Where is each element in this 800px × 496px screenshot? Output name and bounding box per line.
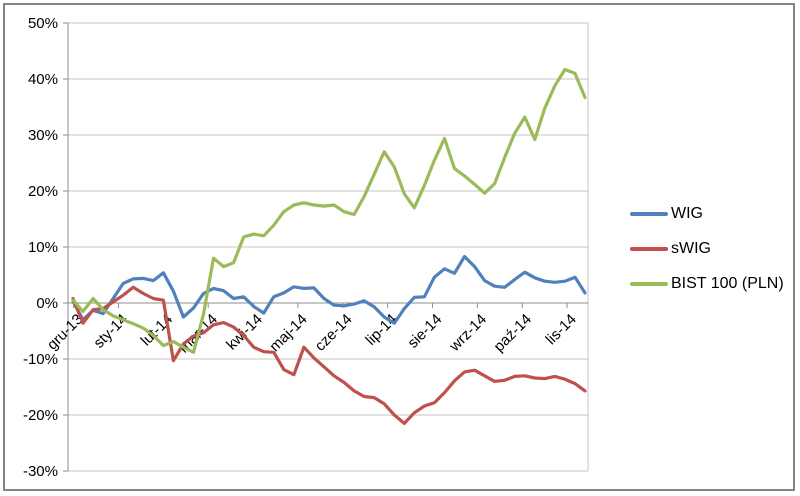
y-axis-label: 20% bbox=[28, 183, 58, 200]
x-axis-label: cze-14 bbox=[312, 311, 356, 355]
x-axis-label: sty-14 bbox=[90, 311, 131, 352]
legend-item-wig: WIG bbox=[630, 206, 703, 222]
x-axis-label: wrz-14 bbox=[446, 311, 491, 356]
x-axis-label: sie-14 bbox=[404, 311, 445, 352]
series-line-wig bbox=[71, 254, 587, 325]
legend-item-swig: sWIG bbox=[630, 241, 711, 257]
series-line-swig bbox=[71, 285, 587, 425]
y-axis-label: -20% bbox=[23, 407, 58, 424]
y-axis-label: 30% bbox=[28, 127, 58, 144]
legend-label-bist: BIST 100 (PLN) bbox=[671, 275, 784, 292]
x-axis-label: kwi-14 bbox=[223, 311, 266, 354]
y-axis-label: -30% bbox=[23, 463, 58, 480]
y-axis-label: -10% bbox=[23, 351, 58, 368]
series-line-bist-100-pln- bbox=[71, 67, 587, 354]
legend-swatch-swig bbox=[630, 247, 668, 251]
legend-swatch-bist bbox=[630, 282, 668, 286]
y-axis-label: 50% bbox=[28, 15, 58, 32]
y-axis-label: 40% bbox=[28, 71, 58, 88]
legend-label-wig: WIG bbox=[671, 205, 703, 222]
y-axis-label: 0% bbox=[36, 295, 58, 312]
x-axis-label: lis-14 bbox=[543, 311, 580, 348]
x-axis-label: paź-14 bbox=[491, 311, 535, 355]
legend-item-bist: BIST 100 (PLN) bbox=[630, 276, 784, 292]
y-axis-label: 10% bbox=[28, 239, 58, 256]
legend-swatch-wig bbox=[630, 212, 668, 216]
legend-label-swig: sWIG bbox=[671, 240, 711, 257]
